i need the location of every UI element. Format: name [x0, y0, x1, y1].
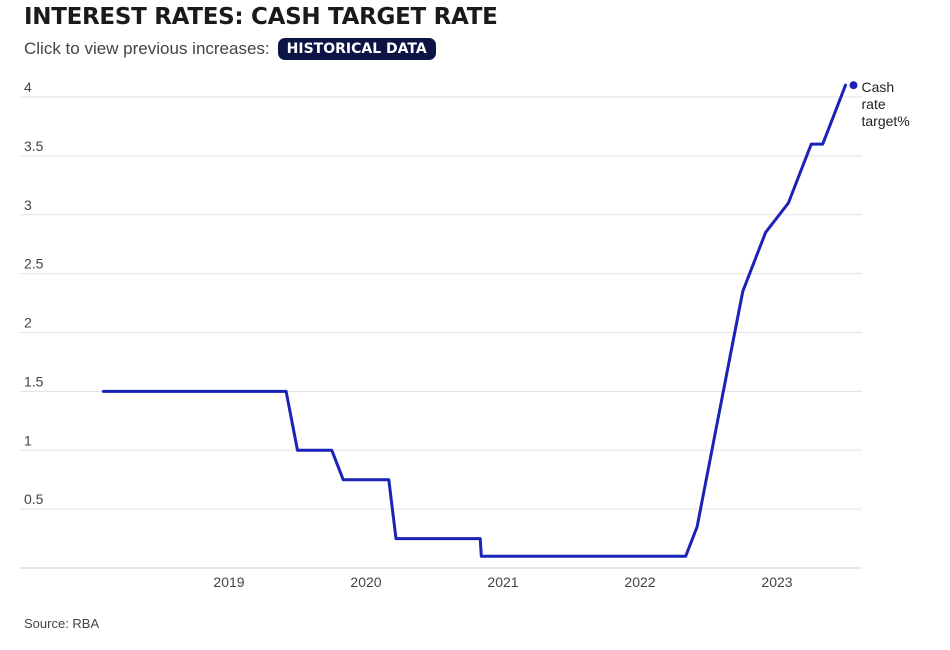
x-tick-label: 2022: [624, 574, 655, 590]
x-axis-ticks: 2019 2020 2021 2022 2023: [213, 574, 792, 590]
y-axis-ticks: 0.5 1 1.5 2 2.5 3 3.5 4: [24, 79, 44, 507]
chart-title: INTEREST RATES: CASH TARGET RATE: [24, 4, 498, 30]
x-tick-label: 2020: [350, 574, 381, 590]
x-tick-label: 2023: [761, 574, 792, 590]
y-tick-label: 0.5: [24, 491, 44, 507]
y-tick-label: 1.5: [24, 373, 44, 389]
y-tick-label: 3: [24, 197, 32, 213]
series-end-marker: [849, 81, 858, 90]
y-tick-label: 2: [24, 315, 32, 331]
series-group: Cash rate target%: [101, 79, 910, 558]
series-end-label: Cash rate target%: [862, 79, 910, 129]
x-tick-label: 2021: [487, 574, 518, 590]
y-tick-label: 3.5: [24, 138, 44, 154]
y-tick-label: 4: [24, 79, 32, 95]
subtitle-text: Click to view previous increases:: [24, 39, 270, 58]
subtitle-row: Click to view previous increases: HISTOR…: [24, 38, 436, 60]
y-tick-label: 1: [24, 432, 32, 448]
series-line: [101, 83, 847, 558]
y-tick-label: 2.5: [24, 256, 44, 272]
historical-data-button[interactable]: HISTORICAL DATA: [277, 38, 436, 60]
source-note: Source: RBA: [24, 616, 100, 631]
x-tick-label: 2019: [213, 574, 244, 590]
